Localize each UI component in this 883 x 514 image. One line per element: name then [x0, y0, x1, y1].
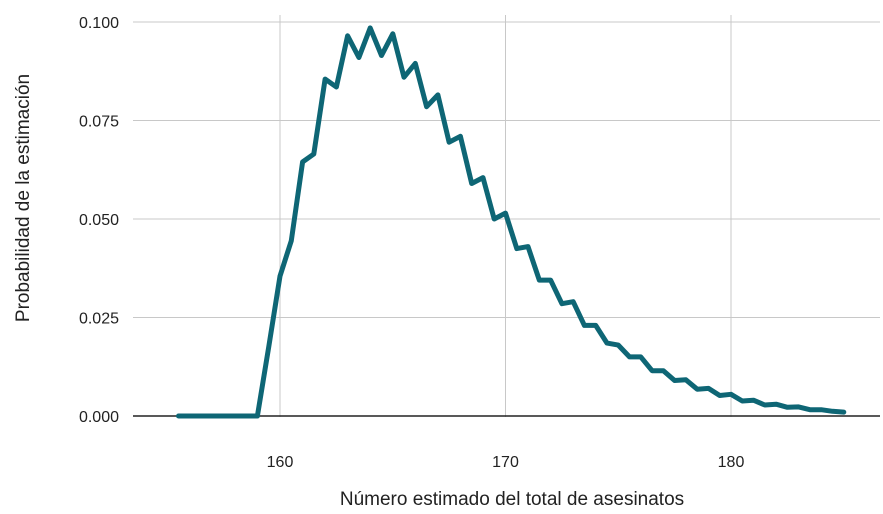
series-group — [176, 25, 847, 419]
x-tick-label: 160 — [267, 454, 294, 471]
x-tick-labels: 160 170 180 — [267, 454, 745, 471]
x-tick-label: 180 — [718, 454, 745, 471]
y-tick-label: 0.000 — [79, 409, 119, 426]
y-axis-title: Probabilidad de la estimación — [13, 74, 34, 322]
x-axis-title: Número estimado del total de asesinatos — [340, 489, 684, 510]
y-tick-label: 0.025 — [79, 311, 119, 328]
y-tick-labels: 0.000 0.025 0.050 0.075 0.100 — [79, 15, 119, 426]
y-tick-label: 0.050 — [79, 212, 119, 229]
series-line — [176, 25, 847, 419]
y-tick-label: 0.075 — [79, 114, 119, 131]
x-tick-label: 170 — [492, 454, 519, 471]
y-tick-label: 0.100 — [79, 15, 119, 32]
y-gridlines — [133, 21, 880, 318]
